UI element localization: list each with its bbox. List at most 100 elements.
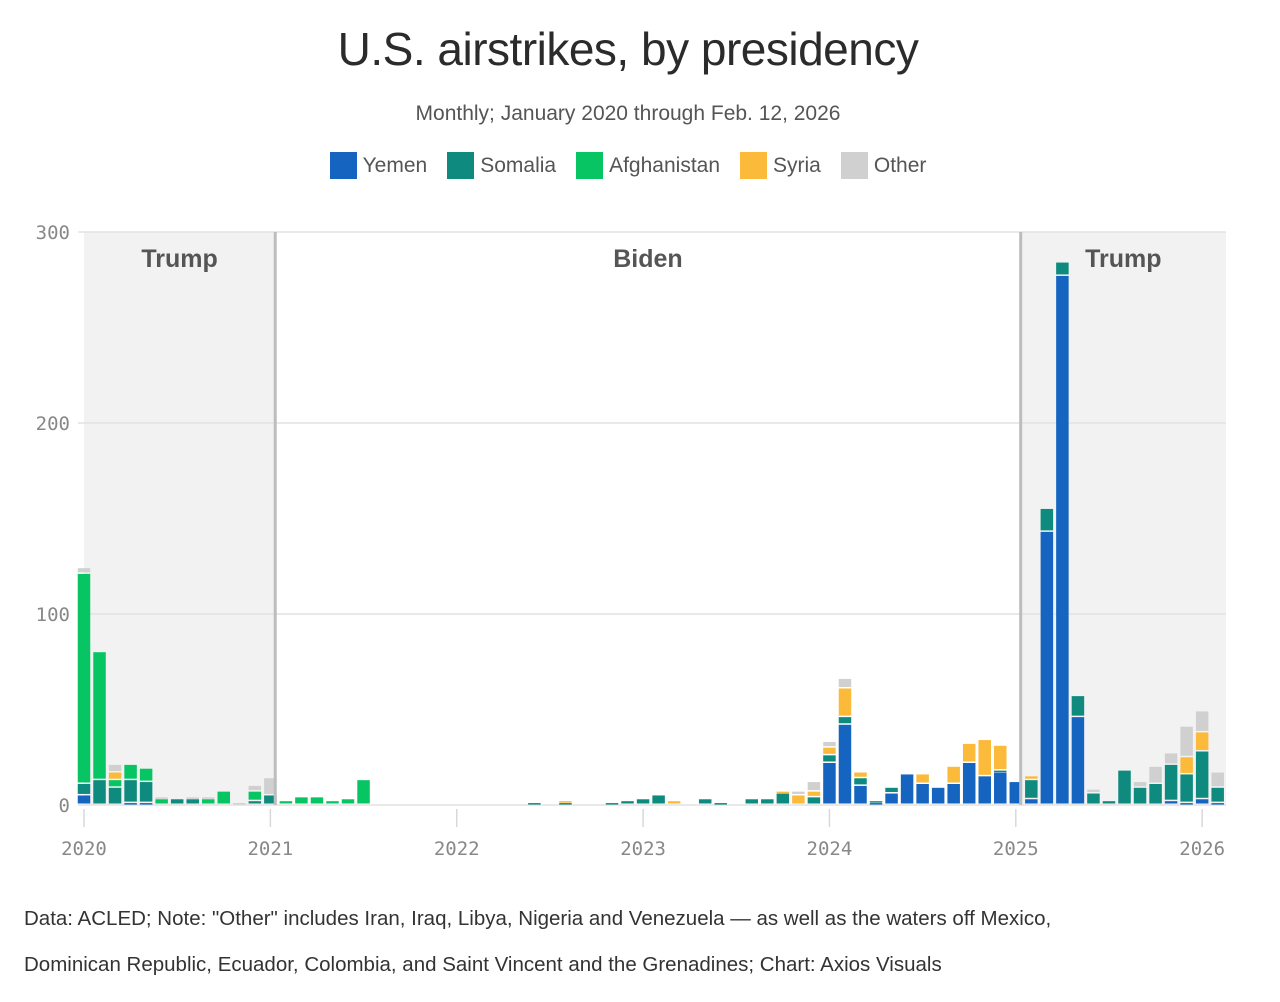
bar-segment-other (823, 741, 836, 747)
bar-segment-other (233, 803, 246, 805)
month-bar-2021-06 (341, 799, 355, 804)
bar-segment-somalia (1164, 764, 1178, 800)
bar-segment-afghanistan (155, 799, 168, 804)
bar-segment-other (1180, 726, 1193, 756)
bar-segment-afghanistan (201, 799, 215, 804)
bar-segment-other (1133, 782, 1147, 787)
bar-segment-somalia (77, 783, 91, 794)
era-label-trump: Trump (1085, 245, 1161, 273)
bar-segment-other (108, 764, 122, 772)
bar-segment-somalia (1025, 780, 1038, 798)
era-labels: Trump Biden Trump (141, 245, 1161, 273)
month-bar-2022-12 (621, 801, 634, 804)
month-bar-2020-08 (186, 797, 199, 804)
month-bar-2021-04 (310, 797, 324, 804)
bar-segment-afghanistan (248, 791, 262, 800)
legend-swatch-syria (740, 152, 768, 179)
bar-segment-somalia (854, 778, 867, 785)
bar-segment-syria (1195, 732, 1209, 751)
bar-segment-other (201, 797, 215, 799)
month-bar-2021-03 (295, 797, 308, 804)
bar-segment-afghanistan (295, 797, 308, 804)
bar-segment-afghanistan (124, 764, 137, 779)
month-bar-2020-07 (170, 799, 184, 804)
month-bar-2025-11 (1164, 753, 1178, 804)
month-bar-2021-01 (264, 778, 277, 804)
era-backgrounds (84, 232, 1226, 805)
month-bar-2024-09 (947, 766, 960, 804)
legend-item-somalia: Somalia (447, 152, 556, 179)
bar-segment-somalia (807, 797, 821, 804)
bar-segment-syria (916, 774, 929, 783)
bar-segment-syria (1180, 757, 1193, 773)
month-bar-2025-07 (1102, 801, 1116, 804)
bar-segment-somalia (761, 799, 774, 804)
bar-segment-somalia (823, 755, 836, 762)
bar-segment-other (1164, 753, 1178, 764)
month-bar-2024-07 (916, 774, 929, 804)
bar-segment-yemen (838, 724, 852, 804)
bar-segment-yemen (994, 772, 1007, 804)
bar-segment-syria (776, 791, 790, 794)
bar-segment-somalia (1087, 793, 1100, 804)
bar-segment-somalia (170, 799, 184, 804)
bar-segment-syria (792, 795, 805, 804)
legend-item-afghanistan: Afghanistan (576, 152, 720, 179)
month-bar-2024-08 (931, 787, 945, 804)
bars (77, 262, 1224, 805)
bar-segment-yemen (1040, 531, 1054, 804)
bar-segment-yemen (1180, 803, 1193, 805)
legend-label: Somalia (480, 153, 557, 177)
bar-segment-somalia (745, 799, 759, 804)
bar-segment-other (1087, 789, 1100, 793)
bar-segment-other (1211, 772, 1224, 787)
footer-line-1: Data: ACLED; Note: "Other" includes Iran… (24, 907, 1052, 930)
x-axis: 2020 2021 2022 2023 2024 2025 2026 (61, 809, 1225, 860)
legend-swatch-other (840, 152, 868, 179)
month-bar-2020-03 (108, 764, 122, 804)
bar-segment-yemen (139, 803, 153, 805)
bar-segment-somalia (139, 782, 153, 802)
bar-segment-syria (823, 747, 836, 754)
month-bar-2020-06 (155, 797, 168, 804)
x-tick-label: 2022 (434, 838, 480, 860)
bar-segment-somalia (528, 803, 541, 805)
bar-segment-syria (947, 766, 960, 783)
bar-segment-syria (807, 791, 821, 796)
month-bar-2020-10 (217, 791, 231, 804)
bar-segment-somalia (1056, 262, 1069, 275)
month-bar-2024-10 (962, 743, 976, 804)
era-shade (1020, 232, 1226, 805)
era-label-biden: Biden (613, 245, 682, 273)
era-shade (84, 232, 276, 805)
bar-segment-yemen (1195, 799, 1209, 804)
y-tick-label: 200 (36, 413, 70, 435)
chart-subtitle: Monthly; January 2020 through Feb. 12, 2… (415, 102, 841, 125)
month-bar-2020-12 (248, 785, 262, 804)
bar-segment-somalia (124, 780, 137, 802)
bar-segment-somalia (1180, 774, 1193, 802)
month-bar-2020-11 (233, 803, 246, 805)
bar-segment-syria (559, 801, 572, 803)
bar-segment-somalia (1102, 801, 1116, 804)
y-tick-label: 100 (36, 604, 70, 626)
bar-segment-somalia (1040, 508, 1054, 531)
bar-segment-other (838, 678, 852, 687)
month-bar-2025-09 (1133, 782, 1147, 804)
bar-segment-other (264, 778, 277, 794)
bar-segment-somalia (93, 780, 106, 804)
bar-segment-other (155, 797, 168, 799)
legend-label: Afghanistan (609, 153, 721, 177)
month-bar-2026-02 (1211, 772, 1224, 805)
bar-segment-somalia (248, 801, 262, 804)
bar-segment-somalia (605, 803, 619, 805)
month-bar-2024-03 (854, 772, 867, 804)
bar-segment-afghanistan (139, 768, 153, 781)
bar-segment-afghanistan (341, 799, 355, 804)
gridlines (78, 231, 1226, 806)
month-bar-2023-03 (667, 801, 681, 804)
x-tick-label: 2026 (1179, 838, 1225, 860)
bar-segment-somalia (838, 717, 852, 724)
month-bar-2023-05 (698, 799, 712, 804)
bar-segment-afghanistan (217, 791, 231, 804)
